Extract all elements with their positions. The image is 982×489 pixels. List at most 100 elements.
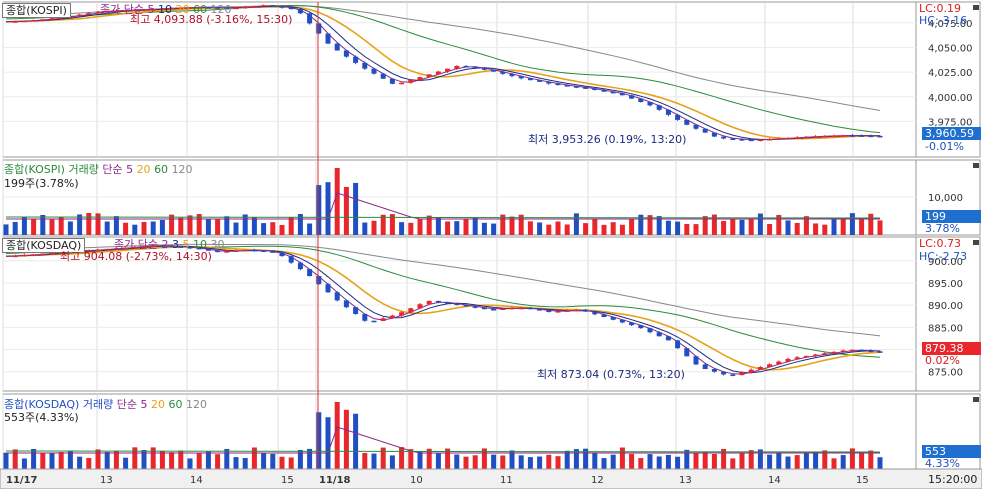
candle-body	[592, 311, 598, 315]
x-tick-label: 11	[500, 475, 513, 486]
kosdaq-high-note: 최고 904.08 (-2.73%, 14:30)	[60, 250, 212, 263]
kospi-vol-ma120: 120	[171, 163, 193, 176]
candle-body	[21, 20, 27, 23]
volume-bar	[665, 220, 671, 235]
candle-body	[509, 73, 515, 77]
candle-body	[822, 135, 828, 138]
candle-body	[288, 256, 294, 263]
kosdaq-vol-ma5: 5	[140, 398, 148, 411]
volume-bar	[803, 452, 809, 469]
volume-bar	[150, 447, 156, 469]
volume-bar	[445, 221, 451, 235]
x-tick-label: 13	[100, 475, 113, 486]
volume-bar	[21, 458, 27, 469]
volume-bar	[454, 454, 460, 469]
candle-body	[776, 361, 782, 365]
volume-bar	[868, 450, 874, 469]
volume-bar	[822, 224, 828, 235]
volume-bar	[748, 219, 754, 235]
kosdaq-ma-label[interactable]: 종가 단순 2 3 5 10 30	[114, 238, 224, 251]
volume-bar	[307, 223, 313, 235]
candle-body	[730, 138, 736, 141]
candle-body	[297, 9, 303, 14]
candle-body	[159, 8, 165, 10]
kospi-ma-label[interactable]: 종가 단순 5 10 20 60 120	[100, 3, 231, 16]
candle-body	[619, 93, 625, 96]
volume-bar	[12, 449, 18, 469]
candle-body	[77, 14, 83, 17]
candle-body	[445, 68, 451, 72]
panel-collapse-icon	[973, 397, 979, 402]
candle-body	[500, 71, 506, 74]
candle-body	[592, 88, 598, 90]
volume-bar	[196, 214, 202, 235]
volume-bar	[813, 223, 819, 235]
volume-bar	[813, 451, 819, 469]
kospi-ma5: 5	[147, 3, 155, 16]
volume-bar	[684, 223, 690, 235]
kosdaq-ma10: 10	[192, 238, 207, 251]
y-tick-label: 4,000.00	[928, 93, 973, 104]
candle-body	[481, 68, 487, 70]
volume-bar	[785, 220, 791, 235]
volume-bar	[251, 447, 257, 469]
volume-bar	[693, 224, 699, 235]
kospi-volume-title[interactable]: 종합(KOSPI) 거래량 단순 5 20 60 120	[4, 161, 193, 177]
volume-bar	[334, 402, 340, 469]
candle-body	[573, 86, 579, 88]
candle-body	[647, 328, 653, 333]
candle-body	[665, 336, 671, 341]
candle-body	[813, 136, 819, 138]
volume-bar	[31, 219, 37, 235]
kospi-ma20: 20	[175, 3, 190, 16]
candle-body	[831, 351, 837, 354]
volume-bar	[445, 448, 451, 469]
volume-bar	[656, 216, 662, 235]
volume-bar	[49, 453, 55, 469]
y-tick-label: 4,075.00	[928, 19, 973, 30]
volume-bar	[573, 213, 579, 235]
kospi-vol-ma60: 60	[154, 163, 169, 176]
volume-bar	[555, 221, 561, 235]
ma-line	[5, 245, 881, 371]
volume-bar	[297, 214, 303, 235]
candle-body	[840, 135, 846, 137]
kosdaq-vol-ma-text: 단순	[116, 398, 137, 411]
volume-bar	[868, 213, 874, 235]
volume-bar	[546, 454, 552, 469]
volume-bar	[40, 214, 46, 235]
volume-bar	[353, 413, 359, 469]
volume-bar	[592, 218, 598, 235]
candle-body	[555, 83, 561, 86]
candle-body	[371, 320, 377, 323]
volume-bar	[316, 185, 322, 235]
kosdaq-vol-ma120: 120	[185, 398, 207, 411]
kosdaq-vol-current-badge: 553	[922, 445, 981, 458]
candle-body	[859, 349, 865, 352]
volume-bar	[472, 217, 478, 235]
volume-bar	[123, 222, 129, 235]
volume-bar	[86, 213, 92, 235]
volume-bar	[518, 214, 524, 235]
volume-bar	[316, 412, 322, 469]
volume-bar	[638, 458, 644, 469]
kospi-volume-sub: 199주(3.78%)	[4, 177, 79, 190]
candle-body	[417, 77, 423, 80]
candle-body	[748, 369, 754, 373]
candle-body	[675, 114, 681, 120]
candle-body	[380, 318, 386, 322]
candle-body	[187, 7, 193, 9]
candle-body	[86, 250, 92, 252]
volume-bar	[859, 453, 865, 469]
candle-body	[334, 43, 340, 51]
candle-body	[702, 364, 708, 370]
kosdaq-volume-title[interactable]: 종합(KOSDAQ) 거래량 단순 5 20 60 120	[4, 396, 207, 412]
volume-bar	[169, 452, 175, 469]
kospi-title[interactable]: 종합(KOSPI)	[2, 3, 71, 18]
candle-body	[794, 357, 800, 359]
kosdaq-title[interactable]: 종합(KOSDAQ)	[2, 238, 86, 253]
candle-body	[215, 250, 221, 253]
volume-bar	[215, 218, 221, 235]
volume-bar	[638, 214, 644, 235]
